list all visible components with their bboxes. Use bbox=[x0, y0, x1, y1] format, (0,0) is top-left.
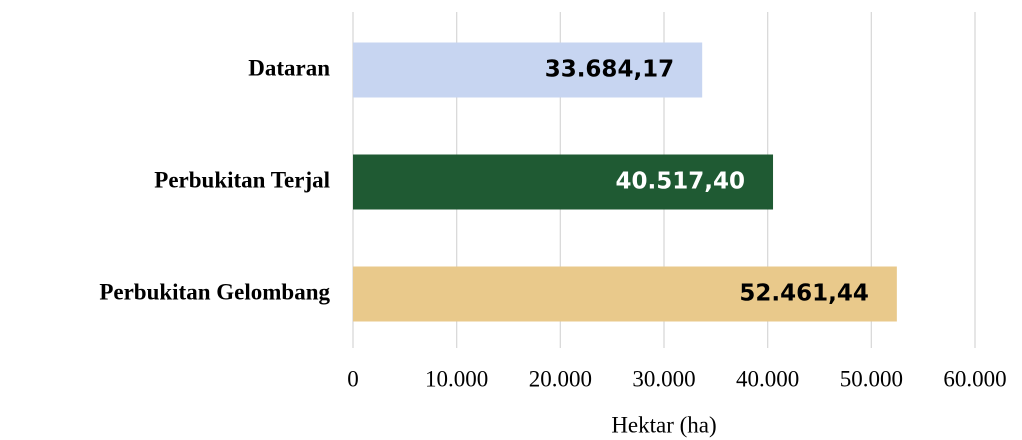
bar bbox=[353, 42, 703, 98]
x-tick-label: 30.000 bbox=[632, 366, 695, 391]
data-label: 33.684,17 bbox=[545, 57, 675, 83]
bar bbox=[353, 154, 774, 210]
x-tick-label: 20.000 bbox=[529, 366, 592, 391]
y-tick-label: Perbukitan Terjal bbox=[154, 167, 330, 192]
y-tick-label: Dataran bbox=[248, 55, 330, 80]
x-tick-label: 10.000 bbox=[425, 366, 488, 391]
data-label: 52.461,44 bbox=[739, 281, 869, 307]
data-label: 40.517,40 bbox=[616, 169, 746, 195]
bar bbox=[353, 266, 897, 322]
x-tick-label: 0 bbox=[347, 366, 359, 391]
y-tick-label: Perbukitan Gelombang bbox=[99, 279, 330, 304]
x-tick-label: 50.000 bbox=[840, 366, 903, 391]
x-tick-label: 60.000 bbox=[943, 366, 1006, 391]
x-axis-label: Hektar (ha) bbox=[611, 412, 716, 437]
x-tick-label: 40.000 bbox=[736, 366, 799, 391]
